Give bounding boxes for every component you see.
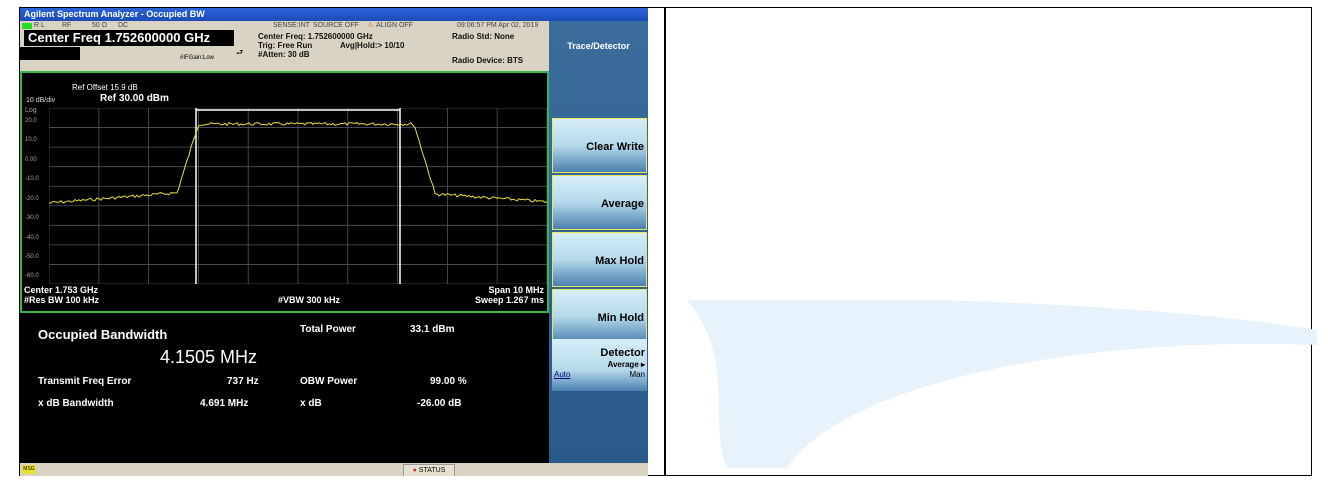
res-bw-label: #Res BW 100 kHz <box>24 295 100 305</box>
status-icon: ● <box>412 467 417 474</box>
trig-link-icon: ⮐ <box>236 48 244 57</box>
occupied-bw-label: Occupied Bandwidth <box>38 327 168 342</box>
average-softkey[interactable]: Average <box>552 175 647 230</box>
align-indicator: ALIGN OFF <box>376 22 413 29</box>
clear-write-softkey[interactable]: Clear Write <box>552 118 647 173</box>
status-led <box>22 23 32 29</box>
softkey-menu-title: Trace/Detector <box>567 41 630 51</box>
msg-indicator[interactable]: MSG <box>22 465 36 474</box>
date-time: 09:06:57 PM Apr 02, 2019 <box>457 22 539 29</box>
y-tick: -60.0 <box>25 273 39 279</box>
avg-hold-info: Avg|Hold:> 10/10 <box>340 41 405 50</box>
scale-label: 10 dB/div <box>26 97 56 104</box>
total-power-value: 33.1 dBm <box>410 324 455 335</box>
status-bar: MSG ● STATUS <box>20 463 648 476</box>
results-panel: Occupied Bandwidth 4.1505 MHz Total Powe… <box>20 313 549 463</box>
measurement-info-bar: R L RF 50 Ω DC SENSE:INT SOURCE OFF ⚠ AL… <box>20 21 549 71</box>
min-hold-softkey[interactable]: Min Hold <box>552 289 647 344</box>
radio-device-info: Radio Device: BTS <box>452 56 524 65</box>
xdb-value: -26.00 dB <box>417 398 462 409</box>
center-freq-display[interactable]: Center Freq 1.752600000 GHz <box>24 30 234 46</box>
detector-sub-label: Average ▸ <box>607 360 645 369</box>
spectrum-plot <box>49 108 547 284</box>
rl-indicator: R L <box>34 22 45 29</box>
detector-softkey[interactable]: Detector Average ▸ Auto Man <box>552 339 647 391</box>
xdb-bw-value: 4.691 MHz <box>200 398 249 409</box>
background-swoosh <box>687 300 1317 468</box>
warning-icon: ⚠ <box>367 22 374 29</box>
xdb-bw-label: x dB Bandwidth <box>38 398 114 409</box>
tx-freq-error-value: 737 Hz <box>227 376 259 387</box>
y-tick: 20.0 <box>25 118 37 124</box>
center-label: Center 1.753 GHz <box>24 285 99 295</box>
status-label: STATUS <box>418 467 446 474</box>
min-hold-label: Min Hold <box>597 312 644 324</box>
frame-divider <box>664 7 666 476</box>
spectrum-analyzer-window: Agilent Spectrum Analyzer - Occupied BW … <box>20 8 648 476</box>
log-label: Log <box>25 107 37 114</box>
sense-indicator: SENSE:INT <box>273 22 310 29</box>
spectrum-graph: Ref Offset 15.9 dB 10 dB/div Ref 30.00 d… <box>20 71 549 313</box>
y-tick: -40.0 <box>25 235 39 241</box>
trigger-info: Trig: Free Run <box>258 41 313 50</box>
coupling-indicator: DC <box>118 22 129 29</box>
plot-grid <box>49 108 547 284</box>
vbw-label: #VBW 300 kHz <box>278 295 341 305</box>
impedance-indicator: 50 Ω <box>92 22 107 29</box>
obw-power-label: OBW Power <box>300 376 358 387</box>
ref-offset: Ref Offset 15.9 dB <box>72 83 138 92</box>
sweep-label: Sweep 1.267 ms <box>474 295 544 305</box>
annotation-area <box>20 47 80 60</box>
status-button[interactable]: ● STATUS <box>403 464 455 476</box>
detector-auto[interactable]: Auto <box>554 370 571 379</box>
radio-std-info: Radio Std: None <box>452 32 515 41</box>
softkey-panel: Trace/Detector Clear Write Average Max H… <box>549 21 648 463</box>
y-tick: 0.00 <box>25 157 37 163</box>
center-freq-info: Center Freq: 1.752600000 GHz <box>258 32 373 41</box>
y-tick: -30.0 <box>25 215 39 221</box>
ref-level: Ref 30.00 dBm <box>100 93 169 104</box>
tx-freq-error-label: Transmit Freq Error <box>38 376 132 387</box>
max-hold-label: Max Hold <box>595 255 644 267</box>
total-power-label: Total Power <box>300 324 356 335</box>
rf-indicator: RF <box>62 22 72 29</box>
obw-power-value: 99.00 % <box>430 376 467 387</box>
clear-write-label: Clear Write <box>586 141 644 153</box>
spectrum-trace <box>49 121 547 204</box>
occupied-bw-value: 4.1505 MHz <box>160 347 258 367</box>
y-tick: -10.0 <box>25 176 39 182</box>
max-hold-softkey[interactable]: Max Hold <box>552 232 647 287</box>
detector-man[interactable]: Man <box>629 370 645 379</box>
span-label: Span 10 MHz <box>488 285 544 295</box>
detector-label: Detector <box>600 347 645 359</box>
y-tick: -20.0 <box>25 196 39 202</box>
ifgain-indicator: #IFGain:Low <box>180 55 215 61</box>
atten-info: #Atten: 30 dB <box>258 50 310 59</box>
xdb-label: x dB <box>300 398 322 409</box>
y-tick: -50.0 <box>25 254 39 260</box>
y-tick: 10.0 <box>25 137 37 143</box>
average-label: Average <box>600 198 644 210</box>
source-indicator: SOURCE OFF <box>313 22 359 29</box>
window-title-bar: Agilent Spectrum Analyzer - Occupied BW <box>20 8 648 21</box>
